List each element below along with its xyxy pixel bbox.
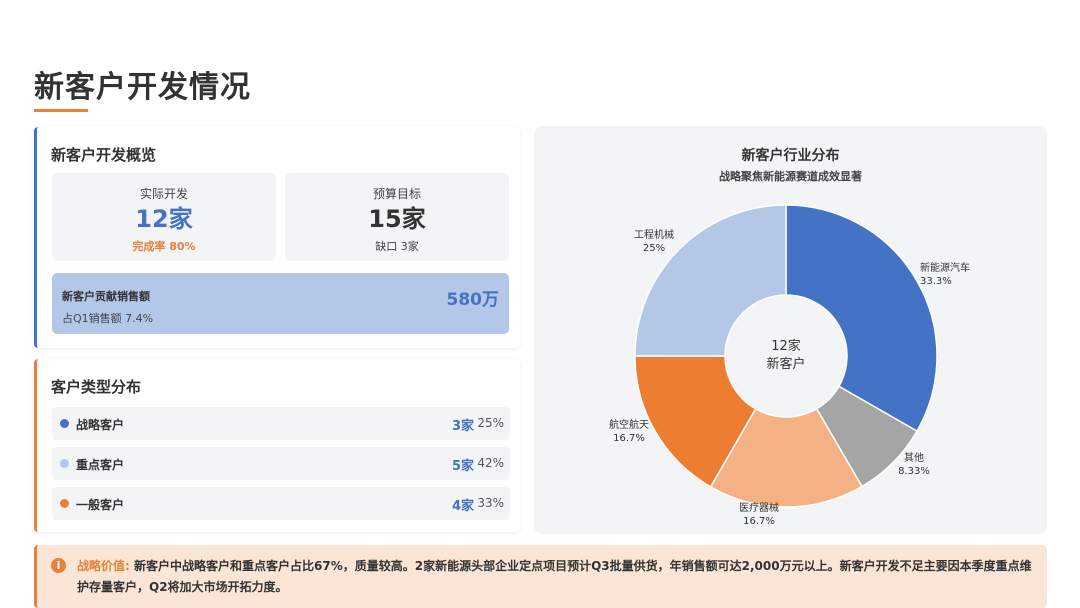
type-label: 重点客户 <box>76 458 125 472</box>
slice-aerospace <box>634 355 757 488</box>
customer-types-card: 客户类型分布 战略客户 3家 25% 重点客户 5家 42% 一般客户 4家 3… <box>34 359 520 532</box>
overview-heading: 新客户开发概览 <box>51 146 157 164</box>
customer-types-heading: 客户类型分布 <box>51 378 142 396</box>
sales-contribution-bar: 新客户贡献销售额 占Q1销售额 7.4% 580万 <box>52 273 509 334</box>
info-icon: i <box>51 558 66 573</box>
sales-label: 新客户贡献销售额 <box>62 290 150 303</box>
slice-medical-devices <box>709 407 863 508</box>
note-body: 新客户中战略客户和重点客户占比67%，质量较高。2家新能源头部企业定点项目预计Q… <box>77 559 1032 594</box>
slice-category-label: 医疗器械 <box>739 501 779 514</box>
sales-share: 占Q1销售额 7.4% <box>62 312 154 325</box>
type-count: 4家 <box>451 499 474 514</box>
slice-category-label: 工程机械 <box>634 228 674 241</box>
center-count: 12家 <box>771 338 801 354</box>
type-percent: 25% <box>477 416 504 430</box>
slice-new-energy-vehicles <box>785 204 938 433</box>
legend-dot <box>60 499 69 508</box>
completion-rate: 完成率 80% <box>132 240 196 253</box>
chart-title: 新客户行业分布 <box>741 148 840 164</box>
slice-value-label: 16.7% <box>743 516 775 527</box>
type-label: 战略客户 <box>76 418 125 432</box>
slice-value-label: 16.7% <box>613 433 645 444</box>
center-label: 新客户 <box>766 356 805 372</box>
sales-value: 580万 <box>446 290 500 310</box>
actual-label: 实际开发 <box>139 187 188 201</box>
type-row-general: 一般客户 4家 33% <box>52 487 510 520</box>
strategic-value-note: i 战略价值: 新客户中战略客户和重点客户占比67%，质量较高。2家新能源头部企… <box>34 545 1047 608</box>
legend-dot <box>60 419 69 428</box>
chart-subtitle: 战略聚焦新能源赛道成效显著 <box>719 170 862 183</box>
slice-value-label: 25% <box>643 243 665 254</box>
slice-value-label: 8.33% <box>898 466 930 477</box>
donut-chart: 新能源汽车 33.3% 其他 8.33% 医疗器械 16.7% 航空航天 16.7% 工程机械 2… <box>609 204 970 527</box>
target-stat-box: 预算目标 15家 缺口 3家 <box>285 173 509 261</box>
page-title: 新客户开发情况 <box>34 70 251 105</box>
actual-stat-box: 实际开发 12家 完成率 80% <box>52 173 276 261</box>
legend-dot <box>60 459 69 468</box>
slice-category-label: 新能源汽车 <box>920 261 970 274</box>
overview-card: 新客户开发概览 实际开发 12家 完成率 80% 预算目标 15家 缺口 3家 … <box>34 127 520 348</box>
title-underline <box>34 109 88 112</box>
slice-value-label: 33.3% <box>920 276 952 287</box>
type-percent: 42% <box>477 456 504 470</box>
type-row-key: 重点客户 5家 42% <box>52 447 510 480</box>
slice-category-label: 其他 <box>904 451 924 464</box>
type-row-strategic: 战略客户 3家 25% <box>52 407 510 440</box>
slice-engineering-machinery <box>634 204 787 357</box>
type-count: 3家 <box>451 419 474 434</box>
type-count: 5家 <box>451 459 474 474</box>
type-percent: 33% <box>477 496 504 510</box>
industry-chart-card: 新客户行业分布 战略聚焦新能源赛道成效显著 新能源汽车 33.3% 其他 8.33% 医… <box>534 126 1047 534</box>
note-text: 战略价值: 新客户中战略客户和重点客户占比67%，质量较高。2家新能源头部企业定… <box>77 556 1042 598</box>
target-label: 预算目标 <box>372 187 421 201</box>
gap-text: 缺口 3家 <box>375 240 419 253</box>
slice-category-label: 航空航天 <box>609 418 649 431</box>
note-key: 战略价值: <box>77 559 130 573</box>
target-value: 15家 <box>368 205 426 233</box>
type-label: 一般客户 <box>76 498 125 512</box>
actual-value: 12家 <box>135 205 193 233</box>
